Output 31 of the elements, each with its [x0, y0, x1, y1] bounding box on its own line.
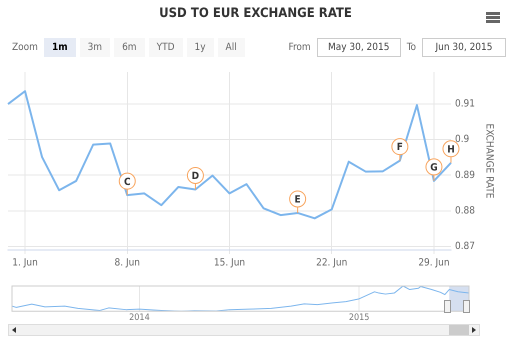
annotation: D — [192, 171, 200, 182]
y-tick-label: 0.9 — [454, 134, 470, 146]
x-tick-label: 8. Jun — [114, 258, 140, 269]
text: 6m — [114, 38, 145, 57]
text: 1y — [186, 38, 214, 57]
text: To — [406, 42, 417, 53]
text: Jun 30, 2015 — [422, 38, 506, 57]
annotation: H — [447, 144, 455, 156]
y-tick-label: 0.89 — [454, 170, 476, 181]
text: 1m — [44, 38, 76, 57]
y-tick-label: 0.87 — [454, 241, 476, 252]
annotation: F — [396, 142, 403, 154]
x-tick-label: 2015 — [348, 312, 370, 323]
y-tick-label: 0.88 — [454, 205, 476, 216]
text: All — [218, 38, 245, 57]
chart-title: USD TO EUR EXCHANGE RATE — [158, 6, 353, 21]
x-tick-label: 29. Jun — [418, 258, 450, 269]
x-tick-label: 22. Jun — [316, 258, 348, 269]
annotation: E — [294, 194, 301, 206]
annotation: C — [124, 176, 131, 188]
text: Zoom — [11, 42, 39, 53]
text: From — [288, 42, 312, 53]
text: May 30, 2015 — [316, 38, 401, 57]
annotation: G — [430, 162, 438, 174]
text: 3m — [80, 38, 110, 57]
x-tick-label: 15. Jun — [214, 258, 246, 269]
y-axis-title: EXCHANGE RATE — [483, 124, 494, 199]
y-tick-label: 0.91 — [454, 98, 476, 110]
x-tick-label: 1. Jun — [12, 258, 38, 269]
x-tick-label: 2014 — [129, 312, 150, 323]
text: YTD — [148, 38, 182, 57]
